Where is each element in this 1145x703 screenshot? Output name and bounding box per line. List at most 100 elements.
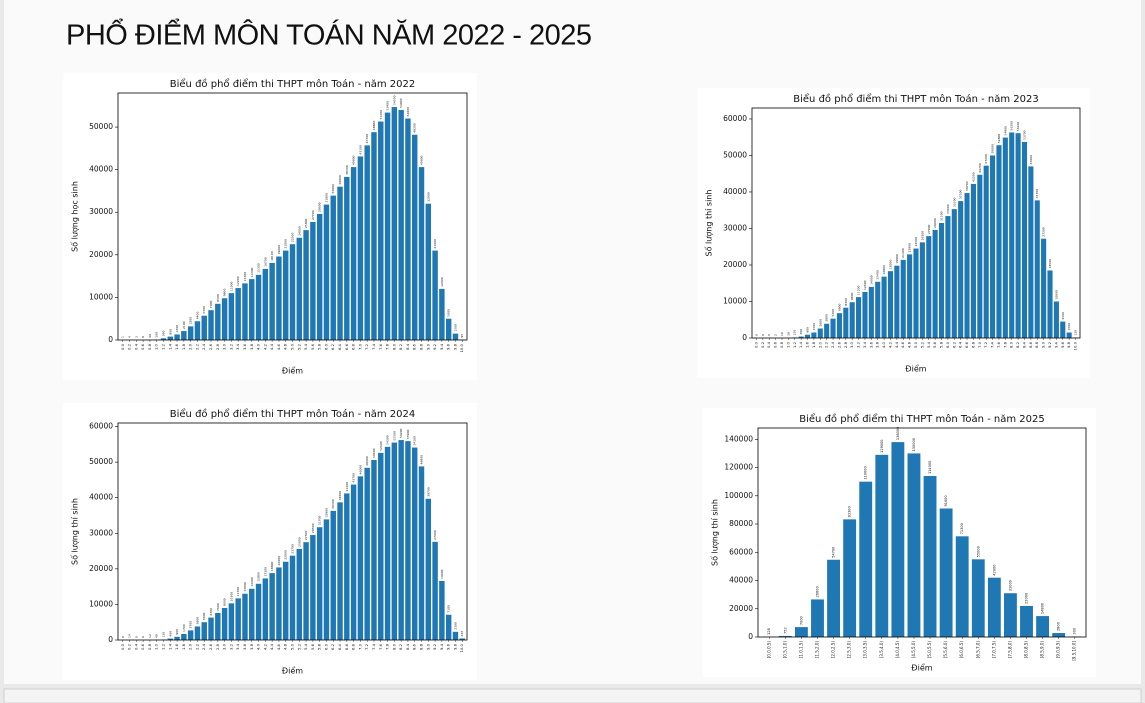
x-tick-label: 2.4 [201,343,206,350]
value-label: 14800 [1041,603,1045,614]
bar [1053,301,1059,338]
x-tick-label: 0.4 [133,643,138,650]
value-label: 3800 [195,617,199,625]
x-tick-label: 7.8 [385,643,390,650]
value-label: 900 [806,327,810,333]
value-label: 11000 [229,282,233,292]
value-label: 1500 [812,323,816,331]
y-tick-label: 40000 [89,165,113,174]
value-label: 7000 [209,300,213,308]
value-label: 56300 [1010,121,1014,131]
bar [1052,633,1066,637]
x-tick-label: 10.0 [459,643,464,652]
bar [875,281,881,338]
value-label: 18100 [270,251,274,261]
x-tick-label: 2.0 [188,643,193,650]
bar [919,242,925,338]
x-tick-label: 4.0 [881,341,886,348]
value-label: 22000 [284,550,288,560]
bar [350,484,357,640]
value-label: 5300 [831,309,835,317]
x-tick-label: 7.6 [378,343,383,350]
x-tick-label: 9.8 [452,643,457,650]
value-label: 16800 [882,265,886,275]
x-tick-label: 2.4 [830,341,835,348]
bar [269,573,275,640]
y-tick-label: 30000 [89,528,113,537]
bar [875,454,889,637]
value-label: 55000 [976,546,980,557]
x-axis-label: Điểm [911,663,932,673]
value-label: 48200 [413,123,417,133]
bar [194,321,201,340]
x-tick-label: 6.6 [344,343,349,350]
x-tick-label: 4.0 [256,343,261,350]
bar [215,303,221,340]
bar [452,631,459,640]
x-tick-label: 10.0 [1073,341,1078,350]
y-tick-label: 0 [742,333,747,342]
value-label: 120 [1074,330,1078,336]
bar [221,607,228,640]
value-label: 27700 [311,210,315,220]
x-tick-label: [8.0,8.5) [1024,641,1029,659]
bar [330,195,336,340]
x-tick-label: 0.0 [120,343,125,350]
bar [881,276,887,338]
value-label: 48800 [372,121,376,131]
bar [977,174,983,338]
x-tick-label: 10.0 [459,343,464,352]
bar [323,204,330,340]
value-label: 50600 [372,448,376,458]
value-label: 5700 [202,306,206,314]
value-label: 800 [168,329,172,335]
value-label: 36000 [338,175,342,185]
value-label: 3900 [825,314,829,322]
x-tick-label: 6.2 [330,343,335,350]
bar [316,527,323,640]
x-tick-label: 2.6 [208,343,213,350]
value-label: 33900 [324,508,328,518]
y-axis-label: Số lượng thí sinh [704,190,714,257]
y-tick-label: 0 [748,632,753,641]
x-tick-label: 7.2 [364,343,369,350]
value-label: 2800 [1057,622,1061,631]
bar [235,288,241,340]
bar [181,331,187,340]
chart-title: Biểu đồ phổ điểm thi THPT môn Toán - năm… [170,407,415,420]
y-tick-label: 40000 [729,576,753,585]
x-tick-label: [6.5,7.0) [975,641,980,659]
value-label: 51300 [379,110,383,120]
x-tick-label: 0.6 [773,341,778,348]
value-label: 43100 [358,145,362,155]
chart-title: Biểu đồ phổ điểm thi THPT môn Toán - năm… [793,92,1038,105]
bar [923,476,937,637]
x-tick-label: 2.8 [843,341,848,348]
bar [323,519,330,640]
bar [445,614,452,640]
x-tick-label: 7.0 [977,341,982,348]
x-tick-label: 5.8 [317,643,322,650]
value-label: 1700 [182,624,186,632]
x-tick-label: 3.2 [856,341,861,348]
y-tick-label: 30000 [723,223,747,232]
x-tick-label: 1.6 [174,643,179,650]
bar [310,535,316,640]
x-axis-label: Điểm [905,364,926,374]
value-label: 39700 [426,487,430,497]
y-tick-label: 0 [108,335,113,344]
x-tick-label: 1.8 [181,343,186,350]
value-label: 300 [1073,628,1077,635]
y-tick-label: 30000 [89,207,113,216]
x-tick-label: 1.8 [181,643,186,650]
x-tick-label: [9.5,10.0] [1072,641,1077,661]
x-tick-label: 2.2 [824,341,829,348]
x-tick-label: 4.4 [894,341,899,348]
value-label: 10000 [1054,290,1058,300]
x-tick-label: 0.6 [140,643,145,650]
bar [868,286,874,338]
x-tick-label: 6.6 [344,643,349,650]
value-label: 24500 [914,237,918,247]
bar [208,310,214,340]
bar [344,493,350,640]
